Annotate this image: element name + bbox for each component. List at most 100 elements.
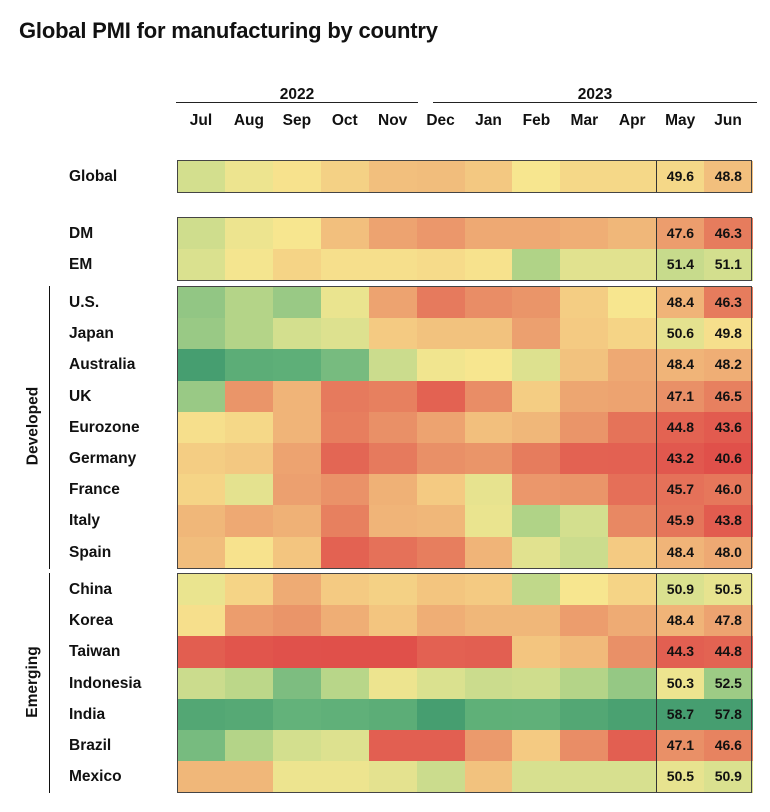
column-header-mar: Mar [570,112,599,129]
heatmap-cell [464,636,514,669]
heatmap-cell [320,505,370,538]
heatmap-cell [177,380,226,413]
heatmap-cell [224,287,274,319]
heatmap-cell [464,411,514,444]
row-label-france: France [69,481,120,499]
heatmap-cell [464,574,514,606]
heatmap-cell [177,249,226,281]
heatmap-cell [608,287,657,319]
heatmap-cell [560,380,609,413]
heatmap-cell [224,536,274,569]
latest-months-divider [656,574,657,793]
heatmap-cell-value-label: 48.8 [704,161,753,193]
heatmap-cell [464,605,514,637]
heatmap-cell-value-label: 47.1 [656,730,705,762]
heatmap-cell-value-label: 48.2 [704,349,753,382]
heatmap-cell-value-label: 58.7 [656,698,705,731]
heatmap-cell [177,411,226,444]
group-bracket-developed [49,286,50,569]
heatmap-cell-value-label: 46.3 [704,287,753,319]
heatmap-cell [560,536,609,569]
heatmap-cell [464,161,514,193]
heatmap-cell [416,161,466,193]
heatmap-cell [272,249,322,281]
heatmap-cell [416,605,466,637]
heatmap-cell [368,605,418,637]
heatmap-cell [608,249,657,281]
heatmap-cell [608,161,657,193]
heatmap-cell [512,730,561,762]
heatmap-cell [224,698,274,731]
heatmap-cell [224,474,274,506]
row-label-dm: DM [69,225,94,242]
heatmap-cell [368,249,418,281]
heatmap-cell [464,698,514,731]
heatmap-cell [464,667,514,700]
column-header-apr: Apr [618,112,646,129]
heatmap-cell [560,474,609,506]
heatmap-cell [464,474,514,506]
year-header-2022: 2022 [279,86,315,103]
heatmap-cell [224,218,274,250]
heatmap-cell [416,505,466,538]
heatmap-cell [320,698,370,731]
heatmap-cell-value-label: 43.2 [656,443,705,475]
row-label-germany: Germany [69,450,137,467]
heatmap-cell [512,474,561,506]
heatmap-cell-value-label: 40.6 [704,443,753,475]
heatmap-cell [320,761,370,793]
heatmap-cell [464,380,514,413]
row-label-japan: Japan [69,325,114,343]
heatmap-cell [560,411,609,444]
heatmap-cell [320,536,370,569]
heatmap-cell [177,730,226,762]
heatmap-cell [608,505,657,538]
heatmap-cell [512,349,561,382]
heatmap-cell [512,218,561,250]
heatmap-cell [512,161,561,193]
row-label-uk: UK [69,387,92,405]
heatmap-cell [464,218,514,250]
heatmap-cell [608,411,657,444]
heatmap-cell [560,636,609,669]
heatmap-cell-value-label: 48.4 [656,349,705,382]
heatmap-cell [416,318,466,350]
heatmap-cell [560,667,609,700]
heatmap-cell-value-label: 50.6 [656,318,705,350]
group-frame [177,160,752,194]
row-label-italy: Italy [69,512,101,530]
latest-months-divider [656,161,657,193]
latest-months-divider [656,287,657,568]
heatmap-cell [608,218,657,250]
heatmap-cell [560,505,609,538]
row-label-india: India [69,705,106,723]
heatmap-cell [416,287,466,319]
heatmap-cell [512,536,561,569]
heatmap-cell [272,761,322,793]
heatmap-cell-value-label: 48.4 [656,605,705,637]
heatmap-cell [512,287,561,319]
heatmap-cell [224,380,274,413]
column-header-may: May [665,112,696,129]
heatmap-cell [416,380,466,413]
heatmap-cell [177,218,226,250]
heatmap-cell [416,536,466,569]
row-label-spain: Spain [69,543,112,561]
heatmap-cell [560,218,609,250]
heatmap-cell-value-label: 45.9 [656,505,705,538]
heatmap-cell [512,249,561,281]
heatmap-cell [560,161,609,193]
heatmap-cell [512,411,561,444]
column-header-oct: Oct [331,112,358,129]
group-bracket-emerging [49,573,50,794]
column-header-jul: Jul [189,112,213,129]
heatmap-cell-value-label: 46.3 [704,218,753,250]
year-header-2023: 2023 [577,86,613,103]
heatmap-cell [320,443,370,475]
heatmap-cell-value-label: 46.0 [704,474,753,506]
row-label-australia: Australia [69,356,136,374]
heatmap-cell [177,161,226,193]
heatmap-cell [320,349,370,382]
group-label-developed: Developed [24,387,42,466]
chart-title: Global PMI for manufacturing by country [19,18,438,43]
